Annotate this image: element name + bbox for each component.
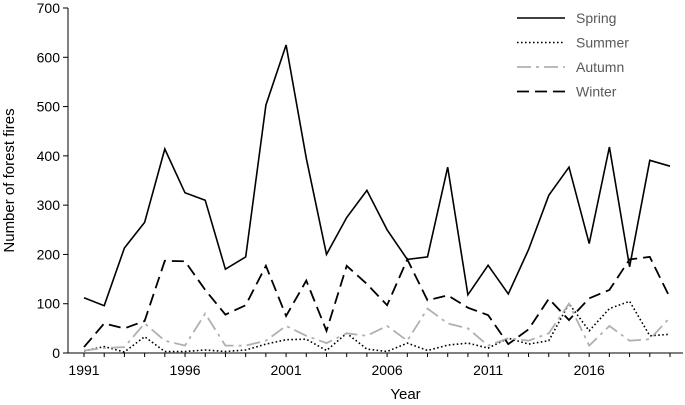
legend-label-summer: Summer: [576, 35, 629, 51]
x-tick-label: 1996: [169, 362, 200, 378]
legend-label-winter: Winter: [576, 84, 617, 100]
chart-axes: 0 100 200 300 400 500 600 700 1991 1996 2001 2006 20…: [37, 0, 683, 378]
series-line-winter: [83, 255, 671, 348]
x-tick-label: 2011: [473, 362, 503, 378]
y-tick-label: 700: [37, 0, 61, 16]
x-tick-label: 2016: [574, 362, 605, 378]
series-line-summer: [83, 300, 671, 353]
x-tick-label: 2001: [270, 362, 301, 378]
chart-series-group: [83, 44, 671, 353]
y-tick-label: 500: [37, 99, 61, 115]
x-axis-title: Year: [390, 386, 420, 403]
series-line-spring: [83, 44, 671, 307]
y-tick-label: 200: [37, 246, 61, 262]
y-tick-label: 600: [37, 49, 61, 65]
y-tick-label: 300: [37, 197, 61, 213]
x-tick-label: 2006: [372, 362, 403, 378]
series-line-autumn: [83, 301, 671, 352]
chart-legend: Spring Summer Autumn Winter: [517, 10, 629, 100]
y-axis-title: Number of forest fires: [1, 108, 18, 252]
y-tick-label: 0: [52, 345, 60, 361]
legend-label-autumn: Autumn: [576, 59, 624, 75]
x-tick-label: 1991: [68, 362, 99, 378]
y-tick-label: 100: [37, 296, 61, 312]
y-tick-label: 400: [37, 148, 61, 164]
legend-label-spring: Spring: [576, 10, 616, 26]
